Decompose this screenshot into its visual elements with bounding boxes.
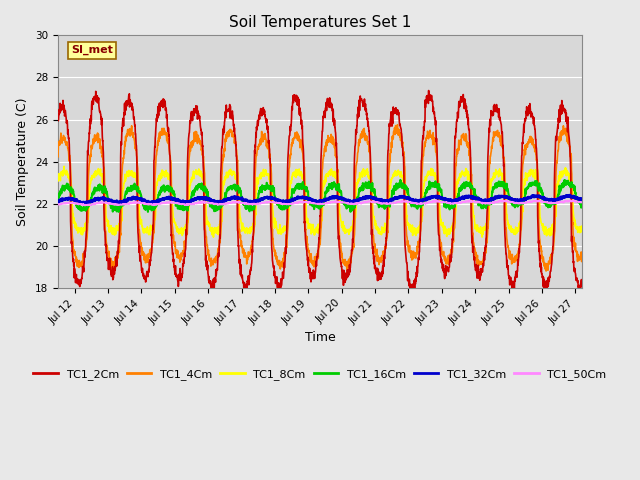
TC1_2Cm [578, 280, 586, 286]
TC1_8Cm [563, 168, 571, 174]
TC1_50Cm [578, 199, 586, 205]
TC1_4Cm [563, 139, 571, 144]
Line: TC1_8Cm: TC1_8Cm [58, 167, 582, 237]
TC1_50Cm [81, 203, 89, 208]
TC1_16Cm [467, 183, 475, 189]
TC1_50Cm [467, 198, 475, 204]
TC1_32Cm [578, 197, 586, 203]
TC1_32Cm [81, 199, 88, 205]
Line: TC1_50Cm: TC1_50Cm [58, 200, 582, 205]
TC1_16Cm [578, 203, 586, 208]
TC1_16Cm [397, 177, 404, 183]
TC1_16Cm [563, 179, 571, 184]
TC1_16Cm [295, 186, 303, 192]
TC1_2Cm [54, 112, 62, 118]
TC1_2Cm [425, 88, 433, 94]
Title: Soil Temperatures Set 1: Soil Temperatures Set 1 [229, 15, 411, 30]
TC1_16Cm [81, 204, 88, 210]
TC1_4Cm [81, 253, 88, 259]
TC1_32Cm [114, 201, 122, 206]
Text: SI_met: SI_met [71, 45, 113, 55]
TC1_32Cm [563, 193, 571, 199]
TC1_8Cm [578, 229, 586, 235]
TC1_4Cm [467, 163, 475, 169]
TC1_8Cm [296, 168, 303, 174]
TC1_16Cm [563, 181, 571, 187]
TC1_8Cm [467, 179, 475, 185]
TC1_2Cm [467, 182, 475, 188]
TC1_4Cm [54, 154, 62, 160]
TC1_50Cm [566, 197, 574, 203]
TC1_4Cm [394, 122, 401, 128]
X-axis label: Time: Time [305, 331, 335, 344]
TC1_50Cm [563, 198, 571, 204]
TC1_32Cm [563, 193, 571, 199]
TC1_8Cm [81, 221, 89, 227]
Y-axis label: Soil Temperature (C): Soil Temperature (C) [17, 97, 29, 226]
TC1_2Cm [509, 290, 517, 296]
TC1_32Cm [467, 194, 475, 200]
Line: TC1_2Cm: TC1_2Cm [58, 91, 582, 293]
TC1_50Cm [54, 202, 62, 207]
Line: TC1_16Cm: TC1_16Cm [58, 180, 582, 212]
TC1_32Cm [295, 195, 303, 201]
TC1_8Cm [54, 178, 62, 184]
TC1_32Cm [309, 197, 317, 203]
TC1_50Cm [81, 202, 88, 207]
TC1_16Cm [54, 196, 62, 202]
TC1_4Cm [309, 258, 317, 264]
TC1_2Cm [81, 254, 88, 260]
TC1_8Cm [563, 168, 571, 174]
TC1_2Cm [295, 96, 303, 102]
TC1_4Cm [563, 132, 571, 138]
TC1_2Cm [563, 116, 571, 121]
Line: TC1_4Cm: TC1_4Cm [58, 125, 582, 271]
TC1_16Cm [309, 204, 317, 209]
TC1_4Cm [295, 135, 303, 141]
TC1_2Cm [309, 272, 317, 278]
Line: TC1_32Cm: TC1_32Cm [58, 195, 582, 204]
TC1_32Cm [566, 192, 573, 198]
TC1_4Cm [578, 252, 586, 257]
TC1_8Cm [210, 234, 218, 240]
TC1_50Cm [295, 199, 303, 205]
TC1_32Cm [54, 200, 62, 206]
TC1_50Cm [563, 198, 571, 204]
TC1_4Cm [542, 268, 550, 274]
TC1_8Cm [60, 164, 68, 169]
TC1_16Cm [115, 209, 122, 215]
TC1_2Cm [563, 120, 571, 126]
Legend: TC1_2Cm, TC1_4Cm, TC1_8Cm, TC1_16Cm, TC1_32Cm, TC1_50Cm: TC1_2Cm, TC1_4Cm, TC1_8Cm, TC1_16Cm, TC1… [29, 364, 611, 384]
TC1_8Cm [310, 227, 317, 232]
TC1_50Cm [309, 200, 317, 206]
